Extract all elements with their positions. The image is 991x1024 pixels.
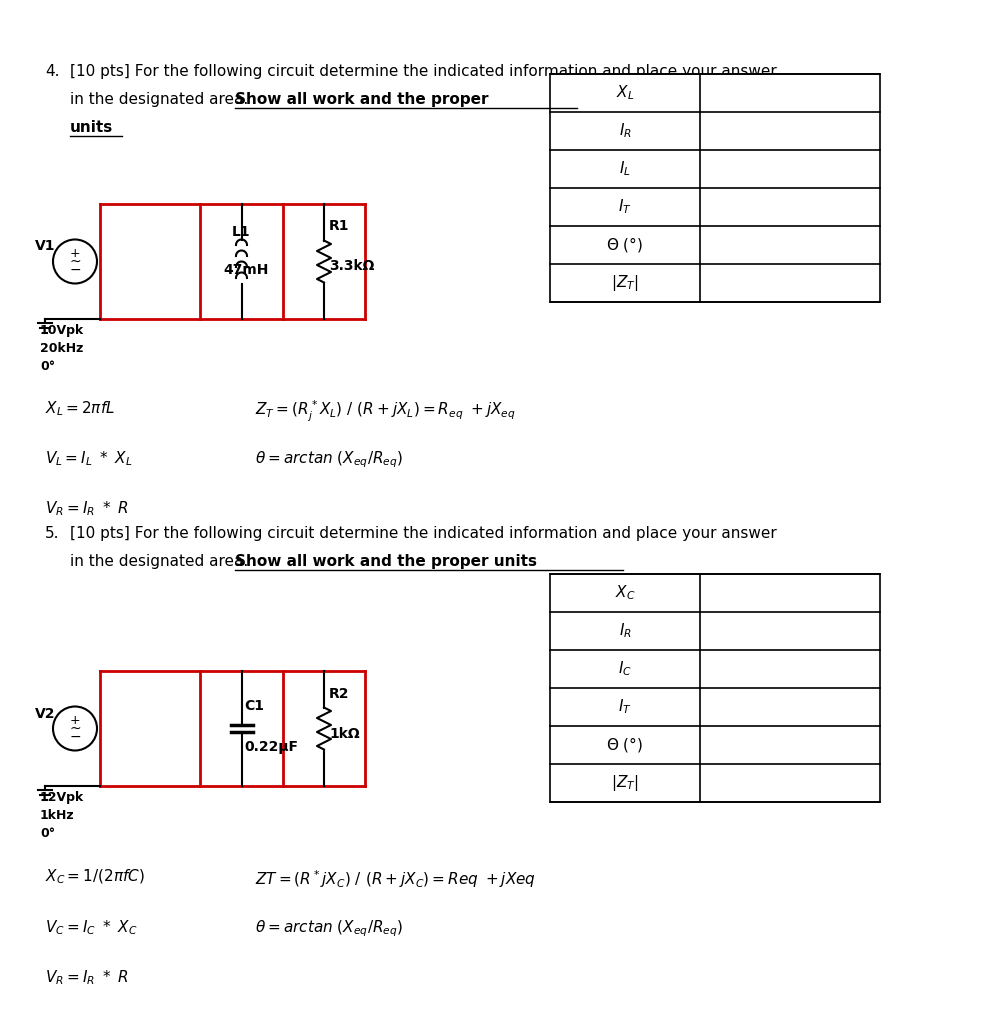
Text: ~: ~ [69, 722, 81, 735]
Text: Show all work and the proper: Show all work and the proper [235, 92, 489, 106]
Text: $X_C = 1/(2\pi fC)$: $X_C = 1/(2\pi fC)$ [45, 868, 145, 887]
Text: $V_R=I_R\ *\ R$: $V_R=I_R\ *\ R$ [45, 968, 129, 987]
Text: units: units [70, 120, 113, 135]
Text: −: − [69, 262, 81, 276]
Text: 4.: 4. [45, 63, 59, 79]
Text: Show all work and the proper units: Show all work and the proper units [235, 554, 537, 569]
Text: 12Vpk: 12Vpk [40, 791, 84, 804]
Text: 0°: 0° [40, 827, 55, 840]
Text: V2: V2 [35, 707, 55, 721]
Text: L1: L1 [232, 225, 250, 240]
Text: $|Z_T|$: $|Z_T|$ [611, 273, 639, 293]
Text: $X_L = 2\pi fL$: $X_L = 2\pi fL$ [45, 399, 115, 418]
Text: 1kΩ: 1kΩ [329, 726, 360, 740]
Bar [550, 74, 880, 302]
Text: 10Vpk: 10Vpk [40, 324, 84, 337]
Text: +: + [69, 247, 80, 260]
Text: $I_L$: $I_L$ [619, 160, 631, 178]
Text: $I_C$: $I_C$ [618, 659, 632, 678]
Text: 20kHz: 20kHz [40, 342, 83, 355]
Text: $I_T$: $I_T$ [618, 198, 632, 216]
Text: R2: R2 [329, 686, 350, 700]
Text: $V_C = I_C\ *\ X_C$: $V_C = I_C\ *\ X_C$ [45, 918, 138, 937]
Text: $V_R=I_R\ *\ R$: $V_R=I_R\ *\ R$ [45, 499, 129, 518]
Text: in the designated area.: in the designated area. [70, 554, 258, 569]
Text: +: + [69, 714, 80, 727]
Text: C1: C1 [245, 699, 265, 714]
Text: [10 pts] For the following circuit determine the indicated information and place: [10 pts] For the following circuit deter… [70, 63, 777, 79]
Text: [10 pts] For the following circuit determine the indicated information and place: [10 pts] For the following circuit deter… [70, 526, 777, 541]
Text: $I_T$: $I_T$ [618, 697, 632, 717]
Text: 5.: 5. [45, 526, 59, 541]
Text: $ZT = (R^*jX_C)\ /\ (R+jX_C) = Req\ +jXeq$: $ZT = (R^*jX_C)\ /\ (R+jX_C) = Req\ +jXe… [255, 868, 536, 890]
Text: ~: ~ [69, 255, 81, 268]
Bar [550, 574, 880, 802]
Text: $V_L = I_L\ *\ X_L$: $V_L = I_L\ *\ X_L$ [45, 449, 133, 468]
Text: $I_R$: $I_R$ [618, 122, 631, 140]
Text: $Z_T = (R^*_jX_L)\ /\ (R+jX_L) = R_{eq}\ +jX_{eq}$: $Z_T = (R^*_jX_L)\ /\ (R+jX_L) = R_{eq}\… [255, 399, 515, 424]
Text: in the designated area.: in the designated area. [70, 92, 258, 106]
Text: $X_C$: $X_C$ [614, 584, 635, 602]
Text: $X_L$: $X_L$ [615, 84, 634, 102]
Text: $|Z_T|$: $|Z_T|$ [611, 773, 639, 793]
Text: $\theta = arctan\ (X_{eq}/R_{eq})$: $\theta = arctan\ (X_{eq}/R_{eq})$ [255, 449, 403, 470]
Text: $\Theta\ (\degree)$: $\Theta\ (\degree)$ [606, 236, 643, 255]
Text: 47mH: 47mH [224, 263, 269, 278]
Text: 0°: 0° [40, 360, 55, 373]
Text: 0.22μF: 0.22μF [245, 740, 298, 755]
Text: −: − [69, 729, 81, 743]
Text: $I_R$: $I_R$ [618, 622, 631, 640]
Text: 3.3kΩ: 3.3kΩ [329, 259, 375, 273]
Text: $\Theta\ (\degree)$: $\Theta\ (\degree)$ [606, 735, 643, 755]
Text: 1kHz: 1kHz [40, 809, 74, 822]
Text: $\theta = arctan\ (X_{eq}/R_{eq})$: $\theta = arctan\ (X_{eq}/R_{eq})$ [255, 918, 403, 939]
Text: V1: V1 [35, 240, 55, 254]
Text: R1: R1 [329, 219, 350, 233]
